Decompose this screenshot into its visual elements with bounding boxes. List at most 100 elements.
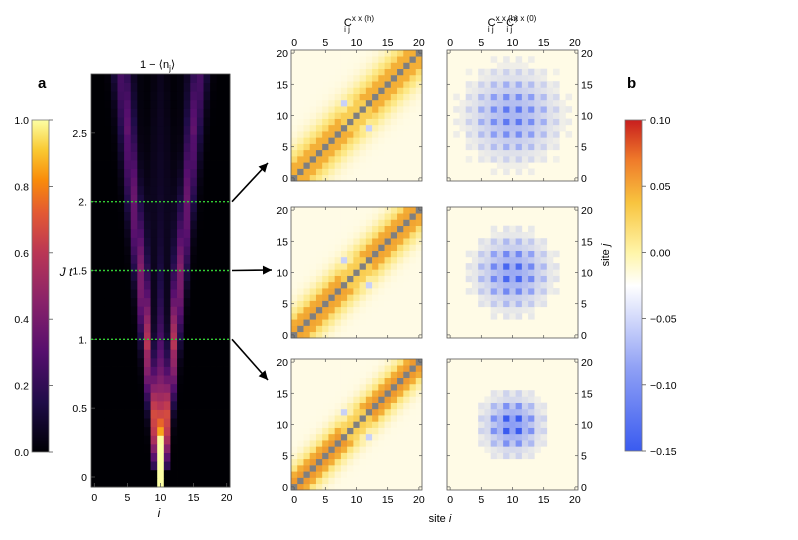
difference-cell <box>528 408 535 416</box>
correlation-cell <box>372 250 379 258</box>
correlation-cell <box>403 440 410 447</box>
difference-cell <box>478 294 485 301</box>
correlation-cell <box>334 74 342 82</box>
occupation-cell <box>216 237 224 247</box>
occupation-cell <box>110 254 118 264</box>
correlation-cell <box>397 112 404 119</box>
correlation-cell <box>291 118 298 126</box>
correlation-cell <box>365 225 373 233</box>
difference-cell <box>478 74 485 82</box>
difference-cell <box>509 427 516 435</box>
occupation-cell <box>117 194 125 204</box>
difference-cell <box>496 244 504 251</box>
correlation-cell <box>347 168 354 176</box>
occupation-cell <box>150 375 158 385</box>
correlation-cell <box>297 300 304 308</box>
correlation-cell <box>403 162 410 169</box>
correlation-cell <box>315 81 323 88</box>
occupation-cell <box>190 400 198 410</box>
difference-cell <box>521 124 529 132</box>
occupation-cell <box>183 332 191 342</box>
occupation-cell <box>124 194 132 204</box>
difference-cell <box>521 81 529 88</box>
correlation-panel <box>290 206 423 339</box>
correlation-cell <box>353 143 360 151</box>
occupation-cell <box>190 289 198 299</box>
occupation-cell <box>196 263 204 273</box>
occupation-cell <box>130 289 138 299</box>
correlation-cell <box>297 446 304 453</box>
occupation-cell <box>124 349 132 359</box>
difference-cell <box>496 300 504 308</box>
correlation-cell <box>359 118 367 126</box>
correlation-cell <box>397 62 404 70</box>
occupation-cell <box>196 194 204 204</box>
correlation-cell <box>378 371 385 379</box>
occupation-cell <box>150 332 158 342</box>
correlation-cell <box>359 143 367 151</box>
correlation-cell <box>309 415 317 422</box>
occupation-cell <box>203 246 211 256</box>
correlation-cell <box>334 415 342 422</box>
occupation-cell <box>117 314 125 324</box>
correlation-cell <box>340 408 348 416</box>
correlation-cell <box>384 131 392 138</box>
correlation-cell <box>315 244 323 251</box>
occupation-cell <box>117 332 125 342</box>
correlation-cell <box>303 458 311 466</box>
correlation-cell <box>291 408 298 416</box>
occupation-cell <box>170 418 178 428</box>
occupation-cell <box>97 82 105 92</box>
occupation-cell <box>223 74 231 83</box>
panel-y-tick-label-right: 0 <box>581 330 587 342</box>
occupation-cell <box>190 375 198 385</box>
correlation-cell <box>397 313 404 320</box>
correlation-cell <box>378 124 385 132</box>
panel-x-tick-label-top: 15 <box>382 37 394 49</box>
correlation-cell <box>315 331 323 339</box>
occupation-cell <box>157 203 165 213</box>
correlation-cell <box>303 219 311 227</box>
occupation-cell <box>104 108 112 118</box>
occupation-cell <box>124 142 132 152</box>
correlation-cell <box>397 471 404 478</box>
correlation-cell <box>340 483 348 491</box>
correlation-cell <box>397 275 404 283</box>
difference-cell <box>515 124 523 132</box>
correlation-cell <box>334 219 342 227</box>
correlation-cell <box>347 231 354 239</box>
correlation-cell <box>347 396 354 403</box>
correlation-cell <box>415 408 423 416</box>
correlation-cell <box>409 250 417 258</box>
correlation-cell <box>309 440 317 447</box>
difference-cell <box>540 300 548 308</box>
correlation-cell <box>328 427 335 435</box>
occupation-cell <box>177 478 185 488</box>
difference-cell <box>521 281 529 289</box>
correlation-cell <box>334 390 342 397</box>
panel-x-tick-label: 5 <box>322 494 328 506</box>
correlation-cell <box>340 118 348 126</box>
correlation-cell <box>315 421 323 428</box>
colorbar-a-gradient <box>31 119 50 453</box>
correlation-cell <box>291 313 298 320</box>
occupation-cell <box>110 99 118 109</box>
difference-cell <box>559 112 566 119</box>
correlation-cell <box>297 477 304 485</box>
correlation-cell <box>347 415 354 422</box>
correlation-cell <box>340 440 348 447</box>
occupation-cell <box>143 357 151 367</box>
occupation-cell <box>157 392 165 402</box>
occupation-cell <box>130 375 138 385</box>
correlation-cell <box>403 452 410 460</box>
occupation-cell <box>163 280 171 290</box>
correlation-cell <box>334 213 342 220</box>
occupation-cell <box>177 289 185 299</box>
correlation-cell <box>334 250 342 258</box>
occupation-cell <box>124 383 132 393</box>
correlation-cell <box>297 365 304 372</box>
difference-cell <box>515 390 523 397</box>
correlation-cell <box>409 238 417 245</box>
occupation-cell <box>163 469 171 479</box>
correlation-cell <box>409 143 417 151</box>
